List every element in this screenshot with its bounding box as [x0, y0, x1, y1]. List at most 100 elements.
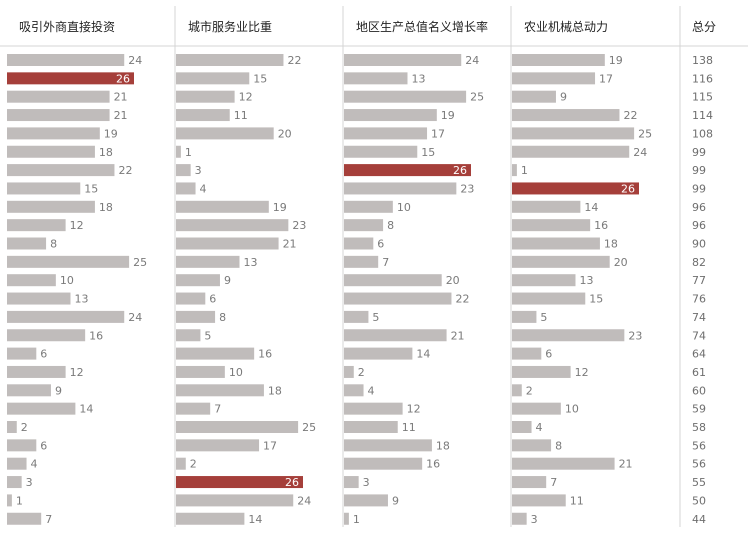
bar [7, 365, 66, 378]
column-header-farm-machinery: 农业机械总动力 [524, 19, 608, 34]
value-label: 19 [609, 54, 623, 67]
total-score: 64 [692, 348, 706, 361]
bar-highlight [344, 164, 471, 177]
bar [7, 439, 37, 452]
bar-highlight [7, 72, 134, 85]
bar [512, 347, 542, 360]
bar-series: 2426212119182215181282510132416612914264… [7, 54, 652, 526]
bar [176, 109, 230, 122]
bar [344, 494, 388, 507]
value-label: 7 [550, 476, 557, 489]
value-label: 6 [40, 439, 47, 452]
bar [176, 365, 225, 378]
value-label: 3 [195, 164, 202, 177]
value-label: 10 [60, 274, 74, 287]
value-label: 5 [372, 311, 379, 324]
bar [512, 109, 620, 122]
bar [7, 54, 125, 66]
bar [176, 421, 299, 433]
bar [344, 219, 384, 232]
bar [176, 439, 260, 452]
value-label: 16 [426, 458, 440, 471]
bar [176, 292, 206, 305]
value-label: 22 [118, 164, 132, 177]
value-label: 7 [382, 256, 389, 269]
value-label: 2 [21, 421, 28, 434]
value-label: 25 [470, 91, 484, 104]
total-score: 74 [692, 329, 706, 342]
bar [7, 476, 22, 489]
total-score: 115 [692, 91, 713, 104]
bar [512, 145, 630, 158]
value-label: 13 [244, 256, 258, 269]
bar [176, 90, 235, 103]
value-label: 3 [531, 513, 538, 526]
value-label: 24 [128, 311, 142, 324]
value-label: 20 [614, 256, 628, 269]
total-score: 138 [692, 54, 713, 67]
bar [344, 329, 447, 342]
bar [344, 292, 452, 305]
value-label: 24 [128, 54, 142, 67]
value-label: 11 [402, 421, 416, 434]
value-label: 1 [16, 494, 23, 507]
column-header-fdi: 吸引外商直接投资 [19, 19, 115, 34]
bar [344, 182, 457, 195]
bar [176, 384, 264, 397]
total-score: 116 [692, 72, 713, 85]
value-label: 1 [521, 164, 528, 177]
bar [344, 512, 349, 525]
value-label: 18 [99, 201, 113, 214]
bar [344, 255, 379, 268]
value-label: 10 [397, 201, 411, 214]
total-score: 55 [692, 476, 706, 489]
bar [7, 329, 86, 342]
column-header-service-share: 城市服务业比重 [188, 19, 272, 34]
total-score: 74 [692, 311, 706, 324]
value-label: 18 [436, 439, 450, 452]
column-headers: 吸引外商直接投资 城市服务业比重 地区生产总值名义增长率 农业机械总动力 总分 [19, 19, 716, 34]
bar [7, 274, 56, 287]
column-dividers [0, 6, 748, 527]
value-label: 18 [99, 146, 113, 159]
bar [344, 109, 437, 122]
value-label: 10 [565, 403, 579, 416]
bar [176, 145, 181, 158]
value-label: 26 [285, 476, 299, 489]
bar [7, 494, 12, 507]
bar [7, 421, 17, 433]
bar [7, 512, 42, 525]
bar [7, 402, 76, 415]
value-label: 21 [451, 329, 465, 342]
value-label: 9 [392, 494, 399, 507]
total-score: 99 [692, 182, 706, 195]
value-label: 6 [545, 348, 552, 361]
bar [512, 164, 517, 177]
bar [512, 72, 596, 85]
bar [344, 439, 432, 452]
bar [344, 476, 359, 489]
value-label: 21 [114, 109, 128, 122]
value-label: 20 [278, 127, 292, 140]
bar [7, 182, 81, 195]
value-label: 19 [104, 127, 118, 140]
bar [512, 54, 605, 66]
value-label: 11 [234, 109, 248, 122]
value-label: 9 [55, 384, 62, 397]
series-column: 2413251917152623108672022521142412111816… [344, 54, 484, 526]
bar [176, 182, 196, 195]
value-label: 4 [536, 421, 543, 434]
value-label: 17 [263, 439, 277, 452]
value-label: 15 [421, 146, 435, 159]
value-label: 18 [268, 384, 282, 397]
bar [176, 72, 250, 85]
value-label: 9 [560, 91, 567, 104]
value-label: 2 [526, 384, 533, 397]
bar [512, 402, 561, 415]
total-score: 82 [692, 256, 706, 269]
bar [176, 237, 279, 250]
value-label: 1 [353, 513, 360, 526]
bar [512, 274, 576, 287]
total-score: 108 [692, 127, 713, 140]
